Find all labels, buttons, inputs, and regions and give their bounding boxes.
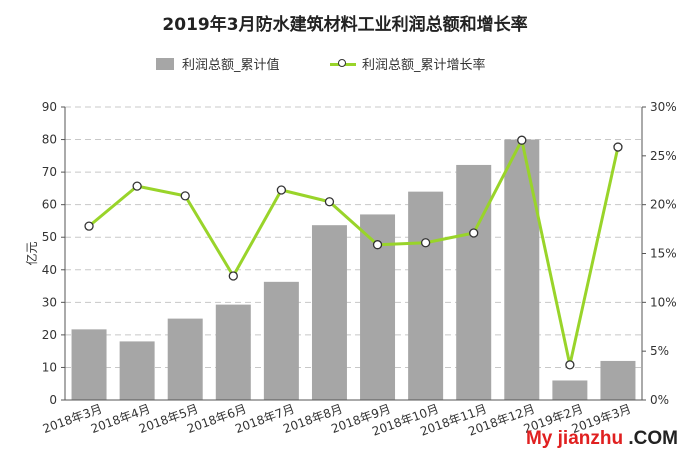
y2-tick-label: 10% xyxy=(650,295,677,309)
y-axis-label: 亿元 xyxy=(24,241,39,265)
y-tick-label: 70 xyxy=(42,165,57,179)
legend-item-line: 利润总额_累计增长率 xyxy=(330,54,486,73)
line-point xyxy=(613,142,623,152)
y-tick-label: 30 xyxy=(42,295,57,309)
y2-tick-label: 20% xyxy=(650,198,677,212)
line-point xyxy=(372,240,383,250)
grid-layer xyxy=(65,106,642,368)
axes-layer xyxy=(61,106,646,401)
line-point xyxy=(420,238,431,248)
line-point xyxy=(469,228,479,238)
line-point xyxy=(324,197,335,207)
y-tick-label: 50 xyxy=(42,230,57,244)
watermark: My jianzhu .COM xyxy=(526,428,678,450)
line-layer xyxy=(84,135,623,370)
bar xyxy=(504,139,540,401)
legend-bar-swatch xyxy=(156,57,174,70)
bar xyxy=(552,380,588,400)
y-tick-label: 60 xyxy=(42,198,57,212)
y-tick-label: 20 xyxy=(42,328,57,342)
bar xyxy=(71,329,107,400)
line-point xyxy=(84,221,94,231)
watermark-part2: .COM xyxy=(628,428,678,449)
line-point xyxy=(565,360,575,370)
y-tick-label: 90 xyxy=(42,100,57,114)
bar xyxy=(119,341,155,400)
y2-tick-label: 0% xyxy=(650,393,669,407)
bars-layer xyxy=(71,139,636,401)
legend-bar-label: 利润总额_累计值 xyxy=(182,58,280,73)
line-point xyxy=(132,181,142,191)
line-point xyxy=(517,135,527,145)
bar xyxy=(167,318,203,400)
y2-tick-label: 30% xyxy=(650,100,677,114)
line-point xyxy=(276,185,287,195)
y2-tick-label: 15% xyxy=(650,247,677,261)
bar xyxy=(263,281,299,400)
legend-item-bar: 利润总额_累计值 xyxy=(156,54,280,73)
line-series xyxy=(88,138,620,367)
bar xyxy=(311,225,347,400)
line-point xyxy=(228,271,238,281)
chart-title: 2019年3月防水建筑材料工业利润总额和增长率 xyxy=(162,15,528,35)
chart-legend: 利润总额_累计值 利润总额_累计增长率 xyxy=(0,54,690,74)
y-tick-label: 10 xyxy=(42,360,57,374)
y-tick-label: 0 xyxy=(49,393,57,407)
legend-line-swatch xyxy=(330,58,356,70)
y-tick-label: 40 xyxy=(42,263,57,277)
bar xyxy=(600,360,636,400)
bar xyxy=(456,164,492,400)
bar xyxy=(215,304,251,400)
y-tick-label: 80 xyxy=(42,133,57,147)
bar xyxy=(408,191,444,400)
y2-tick-label: 25% xyxy=(650,149,677,163)
y2-tick-label: 5% xyxy=(650,344,669,358)
legend-line-label: 利润总额_累计增长率 xyxy=(362,58,486,73)
watermark-part1: My jianzhu xyxy=(525,428,624,449)
line-point xyxy=(180,191,190,201)
